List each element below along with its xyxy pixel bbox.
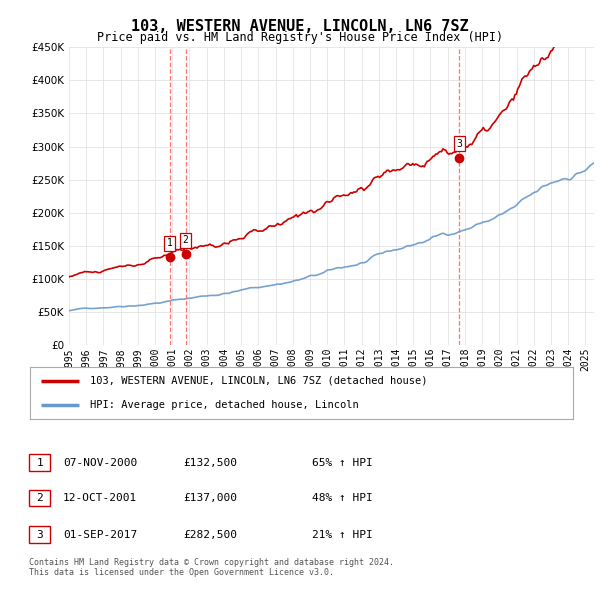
Text: 65% ↑ HPI: 65% ↑ HPI xyxy=(312,458,373,467)
Text: Price paid vs. HM Land Registry's House Price Index (HPI): Price paid vs. HM Land Registry's House … xyxy=(97,31,503,44)
Text: £137,000: £137,000 xyxy=(183,493,237,503)
Text: 01-SEP-2017: 01-SEP-2017 xyxy=(63,530,137,539)
Text: HPI: Average price, detached house, Lincoln: HPI: Average price, detached house, Linc… xyxy=(90,400,358,410)
Text: 48% ↑ HPI: 48% ↑ HPI xyxy=(312,493,373,503)
Text: 1: 1 xyxy=(167,238,173,248)
Text: £282,500: £282,500 xyxy=(183,530,237,539)
Text: 21% ↑ HPI: 21% ↑ HPI xyxy=(312,530,373,539)
Text: 07-NOV-2000: 07-NOV-2000 xyxy=(63,458,137,467)
Text: 12-OCT-2001: 12-OCT-2001 xyxy=(63,493,137,503)
Text: 103, WESTERN AVENUE, LINCOLN, LN6 7SZ: 103, WESTERN AVENUE, LINCOLN, LN6 7SZ xyxy=(131,19,469,34)
Text: 2: 2 xyxy=(183,235,188,245)
Text: Contains HM Land Registry data © Crown copyright and database right 2024.
This d: Contains HM Land Registry data © Crown c… xyxy=(29,558,394,577)
Text: 103, WESTERN AVENUE, LINCOLN, LN6 7SZ (detached house): 103, WESTERN AVENUE, LINCOLN, LN6 7SZ (d… xyxy=(90,376,427,386)
Text: 2: 2 xyxy=(36,493,43,503)
Text: 1: 1 xyxy=(36,458,43,467)
Text: 3: 3 xyxy=(456,139,462,149)
Text: £132,500: £132,500 xyxy=(183,458,237,467)
Text: 3: 3 xyxy=(36,530,43,539)
